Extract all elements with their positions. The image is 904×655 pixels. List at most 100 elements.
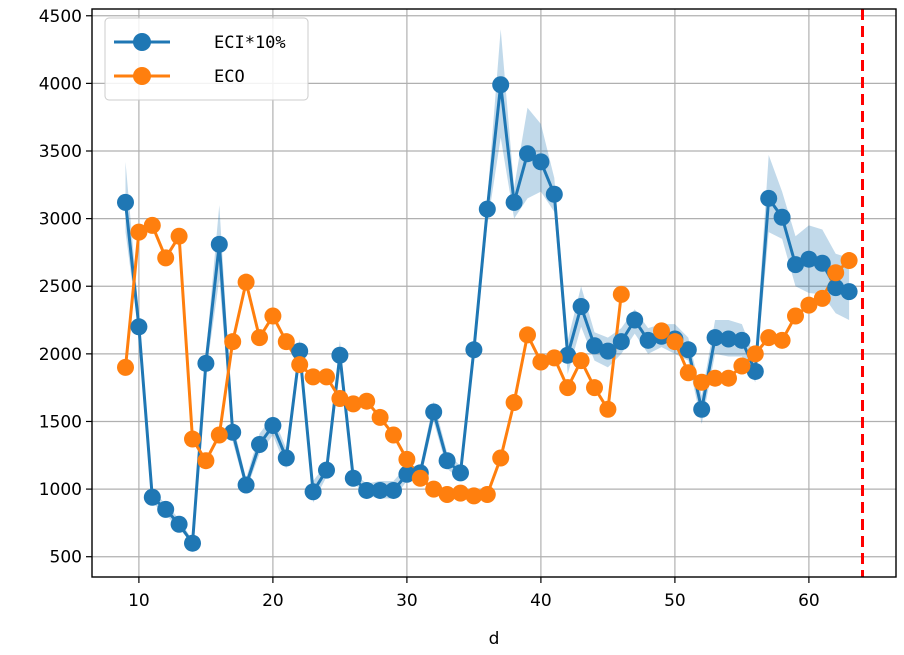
eci-point — [385, 481, 402, 499]
eci-point — [465, 341, 483, 359]
eci-point — [827, 279, 845, 297]
eci-point — [344, 469, 362, 487]
eci-point — [291, 342, 309, 360]
eci-point — [612, 333, 630, 351]
eci-point — [157, 500, 175, 518]
eco-point — [532, 353, 550, 371]
x-tick-label: 20 — [262, 591, 284, 611]
eci-point — [532, 153, 550, 171]
eci-point — [197, 354, 215, 372]
eco-point — [800, 296, 818, 314]
x-tick-label: 10 — [128, 591, 150, 611]
y-tick-label: 4500 — [39, 7, 82, 27]
eco-point — [545, 349, 563, 367]
eci-point — [760, 189, 778, 207]
eci-point — [720, 330, 737, 348]
y-tick-label: 500 — [50, 548, 82, 568]
eci-point — [639, 331, 657, 349]
eco-point — [746, 345, 764, 363]
eco-point — [519, 326, 536, 344]
plot-frame — [91, 8, 897, 578]
eco-point — [666, 333, 684, 351]
eci-point — [733, 331, 751, 349]
eco-point — [706, 369, 724, 387]
legend: ECI*10% ECO — [104, 17, 309, 101]
eci-point — [586, 337, 603, 355]
legend-box — [104, 17, 309, 101]
eci-point — [478, 200, 496, 218]
y-axis-ticks: 500 1000 1500 2000 2500 3000 3500 4000 4500 — [39, 7, 92, 568]
eco-point — [425, 480, 443, 498]
eci-point — [746, 362, 764, 380]
eci-point — [559, 346, 577, 364]
eci-point — [398, 465, 416, 483]
eco-point — [143, 216, 161, 234]
y-tick-label: 4000 — [39, 74, 82, 94]
eci-point — [130, 318, 148, 336]
eci-point — [572, 298, 590, 316]
legend-marker-eco — [133, 67, 151, 85]
eco-point — [787, 307, 804, 325]
eco-point — [478, 486, 496, 504]
eci-point — [787, 256, 804, 274]
eci-point — [358, 481, 376, 499]
eci-point — [706, 329, 724, 347]
eco-point — [277, 333, 295, 351]
eco-point — [586, 379, 603, 397]
eco-point — [653, 322, 670, 340]
y-tick-label: 1500 — [39, 412, 82, 432]
y-tick-label: 1000 — [39, 480, 82, 500]
eco-point — [237, 273, 255, 291]
eco-point — [760, 329, 778, 347]
eco-point — [318, 368, 335, 386]
eco-point — [411, 469, 429, 487]
eco-point — [813, 289, 831, 307]
eci-point — [492, 76, 510, 94]
legend-marker-eci — [133, 33, 151, 51]
eco-point — [827, 264, 845, 282]
x-tick-label: 60 — [798, 591, 820, 611]
eco-point — [157, 249, 175, 267]
eci-point — [237, 476, 255, 494]
eci-point — [840, 283, 858, 301]
eco-point — [385, 426, 402, 444]
eci-point — [277, 449, 295, 467]
eco-point — [733, 357, 751, 375]
eco-point — [572, 352, 590, 370]
eco-point — [358, 392, 376, 410]
eci-point — [264, 417, 282, 435]
y-tick-label: 2500 — [39, 277, 82, 297]
eco-point — [117, 358, 134, 376]
eci-point — [773, 208, 791, 226]
eco-point — [773, 331, 791, 349]
eci-point — [679, 341, 697, 359]
eco-point — [559, 379, 577, 397]
eco-point — [492, 449, 510, 467]
eci-point — [693, 400, 711, 418]
x-tick-label: 50 — [664, 591, 686, 611]
eco-point — [679, 364, 697, 382]
eci-point — [626, 311, 644, 329]
x-tick-label: 40 — [530, 591, 552, 611]
eci-point — [170, 515, 188, 533]
eco-point — [210, 426, 228, 444]
eci-point — [331, 346, 349, 364]
series-markers — [117, 76, 858, 552]
eci-point — [304, 483, 322, 501]
eco-point — [197, 452, 215, 470]
eci-point — [519, 145, 536, 163]
eco-point — [840, 252, 858, 270]
x-axis-label: d — [489, 629, 500, 649]
eci-point — [251, 435, 268, 453]
eci-point — [800, 250, 818, 268]
eci-point — [505, 193, 523, 211]
x-tick-label: 30 — [396, 591, 418, 611]
eco-point — [291, 356, 309, 374]
eco-point — [398, 450, 416, 468]
eco-point — [612, 285, 630, 303]
eci-point — [438, 452, 456, 470]
eco-point — [693, 373, 711, 391]
eco-point — [130, 223, 148, 241]
eco-point — [184, 430, 201, 448]
